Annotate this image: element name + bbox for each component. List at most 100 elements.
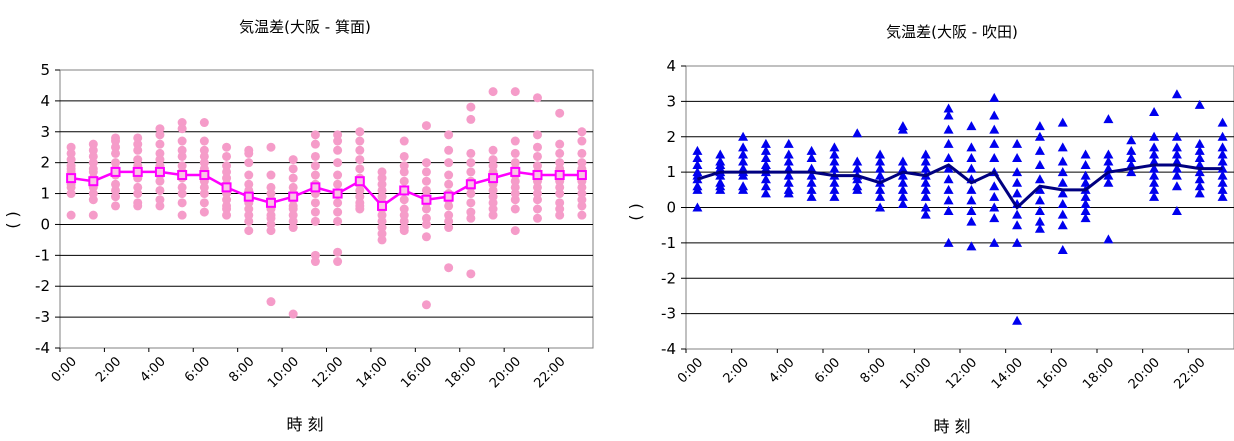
scatter-point-right-22-7 — [1194, 181, 1205, 191]
scatter-point-right-11-3 — [943, 138, 954, 148]
scatter-point-left-12-9 — [333, 216, 343, 226]
y-tick-label-left-0: 5 — [40, 61, 50, 79]
scatter-point-left-7-3 — [222, 167, 232, 177]
scatter-point-left-12-1 — [333, 136, 343, 146]
scatter-point-left-22-7 — [555, 182, 565, 192]
scatter-point-right-20-0 — [1149, 106, 1160, 116]
scatter-point-right-4-3 — [783, 163, 794, 173]
scatter-point-left-15-8 — [399, 210, 409, 220]
scatter-point-left-11-0 — [310, 130, 320, 140]
scatter-point-left-3-3 — [133, 155, 143, 165]
scatter-point-right-7-6 — [852, 184, 863, 194]
scatter-point-right-17-0 — [1080, 149, 1091, 159]
scatter-point-right-18-1 — [1103, 149, 1114, 159]
scatter-point-left-20-11 — [510, 226, 520, 236]
scatter-point-left-4-8 — [155, 176, 165, 186]
scatter-point-left-13-8 — [355, 192, 365, 202]
mean-marker-inner-left-8 — [245, 193, 252, 200]
scatter-point-right-10-8 — [920, 209, 931, 219]
scatter-point-right-13-6 — [989, 181, 1000, 191]
y-tick-label-right-5: -1 — [661, 234, 676, 252]
scatter-point-right-9-3 — [897, 163, 908, 173]
scatter-point-right-11-4 — [943, 152, 954, 162]
mean-line-right — [696, 163, 1223, 210]
scatter-point-left-5-0 — [177, 118, 187, 128]
scatter-point-left-15-7 — [399, 204, 409, 214]
scatter-point-right-12-2 — [966, 152, 977, 162]
scatter-point-right-15-0 — [1034, 121, 1045, 131]
scatter-point-left-1-2 — [88, 151, 98, 161]
scatter-point-left-15-3 — [399, 167, 409, 177]
scatter-point-left-12-3 — [333, 158, 343, 168]
scatter-point-right-15-9 — [1034, 223, 1045, 233]
scatter-point-left-20-10 — [510, 204, 520, 214]
scatter-point-left-21-3 — [532, 151, 542, 161]
scatter-point-left-21-2 — [532, 142, 542, 152]
scatter-point-right-22-0 — [1194, 99, 1205, 109]
scatter-point-left-18-10 — [466, 213, 476, 223]
mean-marker-inner-left-17 — [445, 193, 452, 200]
scatter-point-left-20-2 — [510, 148, 520, 158]
scatter-point-left-3-2 — [133, 145, 143, 155]
scatter-point-right-4-7 — [783, 188, 794, 198]
scatter-point-left-22-8 — [555, 189, 565, 199]
scatter-point-right-5-6 — [806, 191, 817, 201]
scatter-point-right-3-1 — [760, 145, 771, 155]
scatter-point-right-4-1 — [783, 149, 794, 159]
mean-marker-inner-left-22 — [556, 172, 563, 179]
scatter-point-right-20-5 — [1149, 163, 1160, 173]
mean-marker-inner-left-13 — [356, 178, 363, 185]
scatter-point-left-0-10 — [66, 189, 76, 199]
scatter-point-right-3-0 — [760, 138, 771, 148]
scatter-point-left-7-11 — [222, 210, 232, 220]
scatter-point-right-14-2 — [1012, 167, 1023, 177]
y-tick-label-right-4: 0 — [666, 199, 676, 217]
scatter-point-left-10-7 — [288, 204, 298, 214]
scatter-point-right-13-2 — [989, 124, 1000, 134]
scatter-point-left-21-10 — [532, 204, 542, 214]
scatter-point-left-15-6 — [399, 195, 409, 205]
scatter-point-right-17-6 — [1080, 198, 1091, 208]
x-tick-label-right-9: 18:00 — [1080, 355, 1117, 392]
scatter-point-left-0-9 — [66, 182, 76, 192]
scatter-point-right-17-3 — [1080, 177, 1091, 187]
scatter-point-right-17-1 — [1080, 160, 1091, 170]
scatter-point-left-10-10 — [288, 223, 298, 233]
scatter-point-left-19-9 — [488, 198, 498, 208]
scatter-point-left-2-1 — [111, 136, 121, 146]
x-axis-label-right: 時 刻 — [933, 417, 970, 436]
scatter-point-left-11-10 — [310, 250, 320, 260]
scatter-point-left-17-4 — [444, 179, 454, 189]
scatter-point-right-6-7 — [829, 191, 840, 201]
scatter-point-left-13-0 — [355, 127, 365, 137]
scatter-point-right-20-3 — [1149, 149, 1160, 159]
scatter-point-right-21-1 — [1171, 131, 1182, 141]
scatter-point-left-11-4 — [310, 170, 320, 180]
scatter-point-right-4-5 — [783, 177, 794, 187]
scatter-point-left-1-3 — [88, 158, 98, 168]
scatter-point-right-6-2 — [829, 156, 840, 166]
scatter-point-left-15-1 — [399, 151, 409, 161]
scatter-point-left-21-7 — [532, 182, 542, 192]
scatter-point-left-16-8 — [421, 213, 431, 223]
chart-panel-left: 5 4 3 2 1 0 -1 -2 -3 -4 0:00 2:00 4:00 6:00 8:00 10:00… — [3, 18, 594, 434]
mean-marker-inner-left-2 — [112, 168, 119, 175]
scatter-point-left-21-9 — [532, 195, 542, 205]
scatter-point-right-5-5 — [806, 184, 817, 194]
scatter-point-left-9-10 — [266, 226, 276, 236]
scatter-point-left-16-0 — [421, 121, 431, 131]
scatter-point-left-7-10 — [222, 204, 232, 214]
scatter-point-right-18-2 — [1103, 156, 1114, 166]
x-tick-label-left-3: 6:00 — [182, 354, 213, 385]
mean-marker-inner-left-5 — [179, 172, 186, 179]
scatter-point-left-8-8 — [244, 204, 254, 214]
scatter-point-left-15-2 — [399, 161, 409, 171]
scatter-point-right-11-0 — [943, 103, 954, 113]
scatter-point-left-18-2 — [466, 148, 476, 158]
scatter-point-left-21-4 — [532, 161, 542, 171]
scatter-point-right-9-4 — [897, 170, 908, 180]
y-tick-label-left-1: 4 — [40, 92, 50, 110]
scatter-point-right-19-4 — [1126, 167, 1137, 177]
scatter-point-right-4-2 — [783, 156, 794, 166]
scatter-point-left-6-0 — [199, 118, 209, 128]
